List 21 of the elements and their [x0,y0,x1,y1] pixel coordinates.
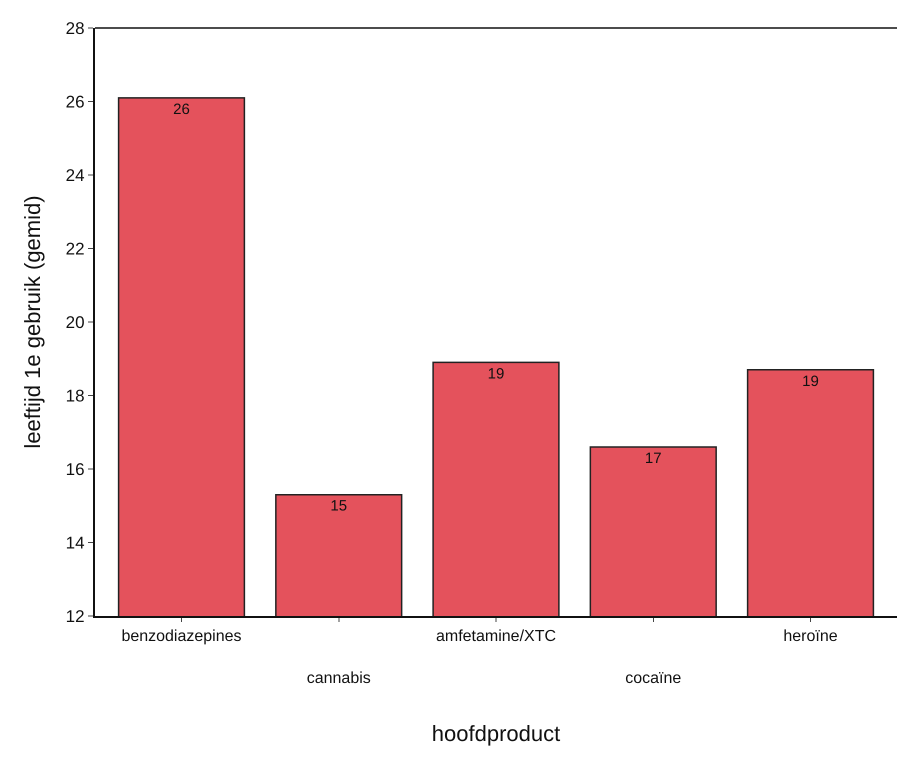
y-tick-label: 20 [66,312,85,332]
x-tick-label: cocaïne [625,670,682,687]
y-tick-label: 24 [66,166,85,185]
x-tick-label: heroïne [783,628,838,646]
data-label: 19 [802,372,819,390]
x-tick-label: benzodiazepines [121,628,242,646]
data-label: 19 [488,365,504,382]
y-tick-label: 16 [66,460,85,479]
y-tick-label: 18 [66,386,85,406]
data-label: 26 [173,100,190,118]
x-tick-label: cannabis [306,670,371,687]
y-axis-title: leeftijd 1e gebruik (gemid) [20,195,45,449]
y-tick-label: 12 [66,606,85,626]
y-tick-label: 22 [66,239,85,258]
y-tick-label: 28 [66,18,85,38]
x-axis-title: hoofdproduct [432,721,560,746]
y-tick-label: 14 [66,533,85,552]
y-tick-label: 26 [66,92,85,112]
data-label: 15 [330,498,348,515]
x-tick-label: amfetamine/XTC [436,628,556,646]
data-label: 17 [644,450,662,467]
